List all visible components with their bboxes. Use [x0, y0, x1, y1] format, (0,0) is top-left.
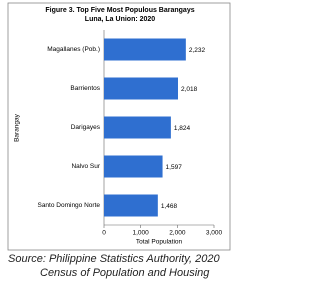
x-tick-label: 0: [102, 230, 106, 237]
x-tick-label: 1,000: [133, 230, 150, 237]
y-axis-label: Barangay: [14, 113, 21, 142]
bar: [104, 38, 186, 61]
source-line: Source: Philippine Statistics Authority,…: [8, 253, 220, 265]
value-label: 1,468: [161, 203, 178, 210]
x-tick-label: 3,000: [206, 230, 223, 237]
y-tick-label: Nalvo Sur: [71, 163, 100, 170]
source-line: Census of Population and Housing: [40, 267, 210, 279]
chart-subtitle: Luna, La Union: 2020: [85, 16, 156, 23]
x-tick-label: 2,000: [169, 230, 186, 237]
bar: [104, 155, 163, 178]
bar: [104, 77, 178, 100]
value-label: 2,232: [189, 47, 206, 54]
y-tick-label: Darigayes: [71, 124, 101, 131]
y-tick-label: Magallanes (Pob.): [47, 46, 100, 53]
value-label: 2,018: [181, 86, 198, 93]
y-tick-label: Barrientos: [70, 85, 100, 92]
bar: [104, 194, 158, 217]
chart: Figure 3. Top Five Most Populous Baranga…: [7, 2, 231, 279]
chart-title: Figure 3. Top Five Most Populous Baranga…: [45, 7, 194, 14]
y-tick-label: Santo Domingo Norte: [37, 202, 100, 209]
value-label: 1,597: [166, 164, 183, 171]
x-axis-label: Total Population: [136, 239, 183, 246]
value-label: 1,824: [174, 125, 191, 132]
bar: [104, 116, 171, 139]
